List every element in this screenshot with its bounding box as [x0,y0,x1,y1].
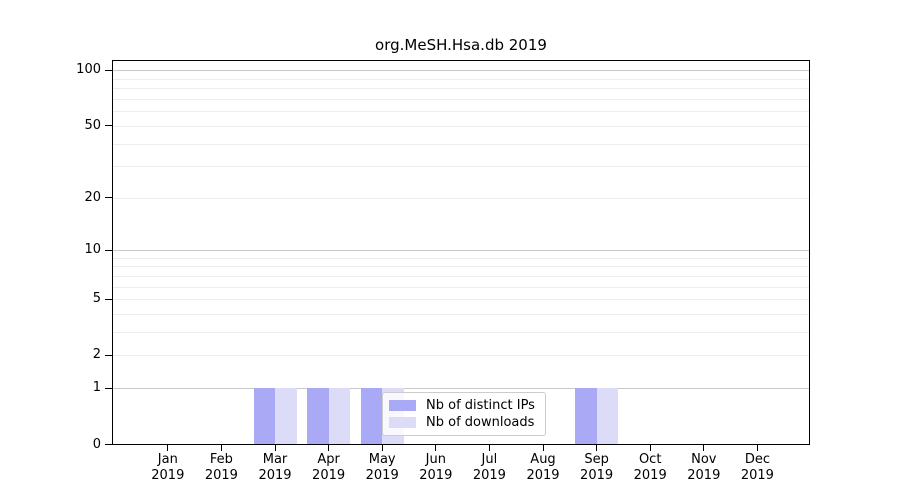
bar-apr-s1 [328,388,351,444]
gridline-8 [113,266,809,268]
legend-swatch-icon [389,400,416,411]
gridline-10 [113,250,809,252]
x-tick-feb [220,445,222,451]
x-tick-may [381,445,383,451]
y-tick-1 [105,387,112,389]
x-tick-label-feb: Feb 2019 [204,452,238,483]
legend-swatch-icon [389,417,416,428]
x-tick-label-jan: Jan 2019 [151,452,185,483]
x-tick-label-mar: Mar 2019 [258,452,292,483]
y-tick-2 [105,354,112,356]
x-tick-oct [649,445,651,451]
y-tick-5 [105,298,112,300]
gridline-90 [113,78,809,80]
y-tick-10 [105,249,112,251]
y-tick-0 [105,444,112,445]
y-tick-50 [105,125,112,127]
legend-entry-1: Nb of downloads [389,414,539,431]
legend-label: Nb of downloads [426,415,535,430]
plot-area: Nb of distinct IPs Nb of downloads [112,60,810,445]
gridline-7 [113,275,809,277]
x-tick-jul [488,445,490,451]
gridline-9 [113,257,809,259]
x-tick-sep [596,445,598,451]
legend: Nb of distinct IPs Nb of downloads [382,392,546,436]
bar-mar-s0 [253,388,275,444]
y-tick-label-1: 1 [92,380,101,396]
gridline-3 [113,332,809,334]
y-tick-20 [105,197,112,199]
gridline-4 [113,314,809,316]
legend-label: Nb of distinct IPs [426,398,535,413]
gridline-40 [113,143,809,145]
x-tick-mar [274,445,276,451]
bar-may-s0 [360,388,383,444]
chart-title: org.MeSH.Hsa.db 2019 [375,36,547,54]
x-tick-aug [542,445,544,451]
y-tick-label-10: 10 [84,242,101,258]
x-tick-label-jul: Jul 2019 [472,452,506,483]
legend-entry-0: Nb of distinct IPs [389,397,539,414]
bar-sep-s0 [575,388,597,444]
x-tick-label-may: May 2019 [365,452,399,483]
x-tick-label-aug: Aug 2019 [526,452,560,483]
x-tick-label-nov: Nov 2019 [687,452,721,483]
bar-mar-s1 [275,388,297,444]
x-tick-label-sep: Sep 2019 [580,452,614,483]
x-tick-apr [328,445,330,451]
x-tick-jan [167,445,169,451]
y-tick-label-50: 50 [84,117,101,133]
x-tick-label-dec: Dec 2019 [740,452,774,483]
x-tick-dec [756,445,758,451]
y-tick-label-2: 2 [92,347,101,363]
gridline-6 [113,286,809,288]
y-tick-label-20: 20 [84,189,101,205]
y-tick-label-100: 100 [76,62,101,78]
gridline-70 [113,99,809,101]
y-tick-100 [105,69,112,71]
gridline-2 [113,355,809,357]
gridline-50 [113,125,809,127]
y-tick-label-5: 5 [92,291,101,307]
gridline-30 [113,166,809,168]
y-tick-label-0: 0 [92,436,101,452]
gridline-5 [113,299,809,301]
bar-sep-s1 [596,388,619,444]
x-tick-label-oct: Oct 2019 [633,452,667,483]
x-tick-nov [703,445,705,451]
x-tick-jun [435,445,437,451]
x-tick-label-jun: Jun 2019 [419,452,453,483]
gridline-100 [113,70,809,72]
gridline-60 [113,111,809,113]
gridline-80 [113,88,809,90]
gridline-20 [113,197,809,199]
gridline-1 [113,388,809,390]
bar-apr-s0 [307,388,329,444]
x-tick-label-apr: Apr 2019 [312,452,346,483]
